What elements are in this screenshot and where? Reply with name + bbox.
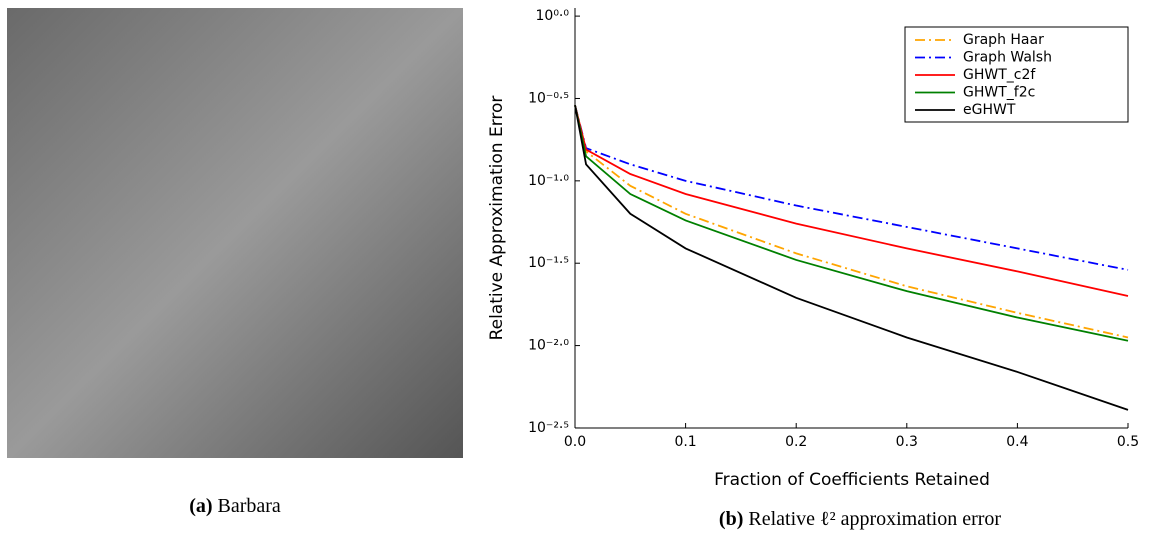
legend-label: GHWT_c2f [963,67,1036,83]
series-line [574,104,1129,297]
y-tick-label: 10⁻¹·⁵ [528,255,569,271]
y-axis-label: Relative Approximation Error [487,96,507,341]
x-tick-label: 0.4 [1006,434,1028,450]
x-tick-label: 0.0 [564,434,586,450]
series-line [574,104,1129,342]
chart-caption: (b) Relative ℓ² approximation error [719,508,1002,530]
caption-text: Barbara [218,495,281,517]
y-tick-label: 10⁻²·⁵ [528,420,569,436]
y-tick-label: 10⁻¹·⁰ [528,173,569,189]
legend-label: GHWT_f2c [963,85,1035,101]
legend-label: Graph Walsh [963,50,1052,66]
series-line [574,104,1129,271]
legend-label: Graph Haar [963,32,1044,48]
image-caption: (a) Barbara [189,495,281,517]
x-axis-label: Fraction of Coefficients Retained [714,470,990,490]
caption-label: (b) [719,508,743,530]
legend-label: eGHWT [963,102,1016,118]
x-tick-label: 0.3 [896,434,918,450]
y-tick-label: 10⁻⁰·⁵ [528,90,569,106]
y-tick-label: 10⁰·⁰ [536,8,570,24]
series-line [574,104,1129,339]
caption-text: Relative ℓ² approximation error [748,508,1001,530]
caption-label: (a) [189,495,212,517]
x-tick-label: 0.2 [785,434,807,450]
series-line [574,105,1129,411]
x-tick-label: 0.1 [674,434,696,450]
y-tick-label: 10⁻²·⁰ [528,338,569,354]
x-tick-label: 0.5 [1117,434,1139,450]
barbara-image [7,8,463,458]
